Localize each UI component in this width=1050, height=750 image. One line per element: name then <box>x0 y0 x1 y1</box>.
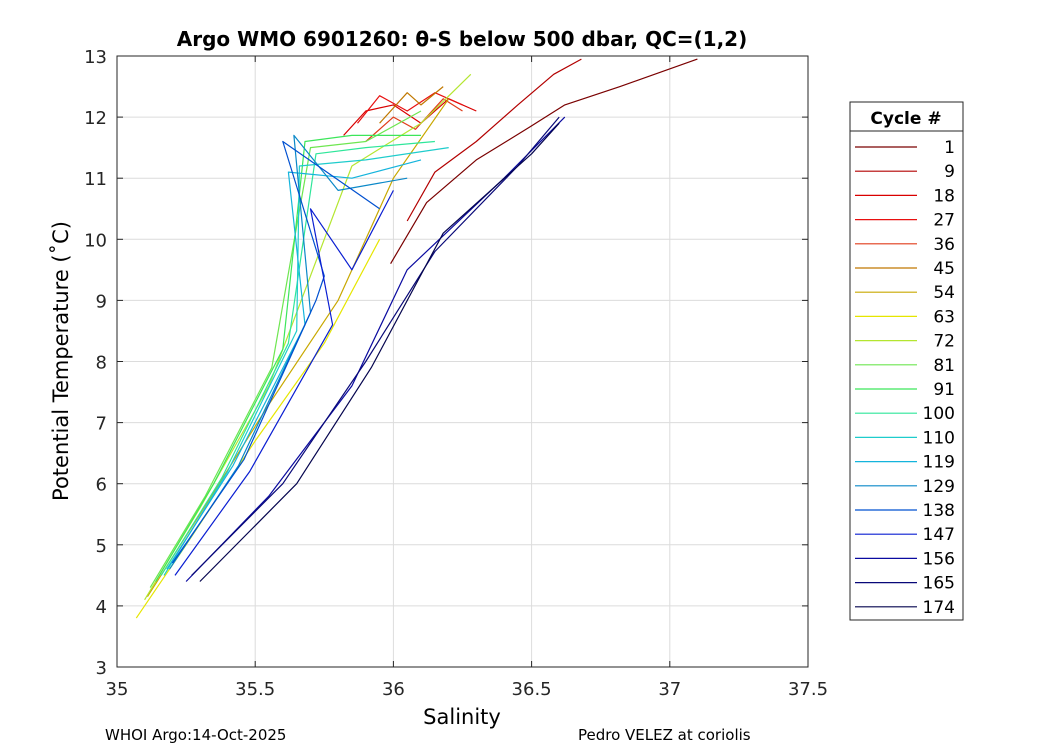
legend-label-9: 9 <box>944 162 955 182</box>
series-line-cycle-156 <box>185 116 566 582</box>
y-tick-label: 3 <box>96 658 107 679</box>
legend-title: Cycle # <box>870 109 941 129</box>
legend-label-91: 91 <box>933 380 955 400</box>
y-tick-label: 6 <box>96 475 107 496</box>
series-line-cycle-91 <box>155 134 421 582</box>
series-line-cycle-100 <box>160 140 435 576</box>
x-axis-label: Salinity <box>423 705 501 729</box>
series-line-cycle-45 <box>379 86 444 124</box>
y-tick-label: 12 <box>84 108 107 129</box>
x-tick-label: 36.5 <box>512 679 552 700</box>
legend-label-100: 100 <box>923 404 955 424</box>
x-tick-label: 36 <box>382 679 405 700</box>
series-line-cycle-81 <box>149 110 422 588</box>
series-line-cycle-138 <box>171 140 380 564</box>
legend-label-156: 156 <box>923 549 955 569</box>
series-line-cycle-27 <box>357 92 463 124</box>
legend-label-165: 165 <box>923 574 955 594</box>
legend-label-72: 72 <box>933 332 955 352</box>
legend-label-138: 138 <box>923 501 955 521</box>
series-line-cycle-9 <box>406 58 582 222</box>
y-tick-label: 4 <box>96 597 107 618</box>
grid-lines <box>116 55 809 668</box>
series-layer <box>135 58 698 619</box>
legend-label-18: 18 <box>933 186 955 206</box>
legend: Cycle # 1 9 18 27 36 45 54 63 72 81 91 100 110 119 129… <box>849 101 964 621</box>
legend-label-45: 45 <box>933 259 955 279</box>
series-line-cycle-174 <box>199 122 560 582</box>
legend-label-27: 27 <box>933 211 955 231</box>
y-tick-labels: 3 4 5 6 7 8 9 10 11 12 13 <box>84 47 107 679</box>
legend-label-174: 174 <box>923 598 955 618</box>
legend-label-119: 119 <box>923 453 955 473</box>
series-line-cycle-165 <box>191 116 560 576</box>
legend-label-81: 81 <box>933 356 955 376</box>
legend-label-147: 147 <box>923 525 955 545</box>
legend-label-110: 110 <box>923 428 955 448</box>
series-line-cycle-63 <box>135 239 381 619</box>
y-tick-label: 13 <box>84 47 107 68</box>
y-tick-label: 9 <box>96 291 107 312</box>
footer-left: WHOI Argo:14-Oct-2025 <box>105 726 287 744</box>
series-line-cycle-1 <box>390 58 698 265</box>
x-tick-label: 35.5 <box>235 679 275 700</box>
y-tick-label: 5 <box>96 536 107 557</box>
footer-right: Pedro VELEZ at coriolis <box>578 726 751 744</box>
legend-label-36: 36 <box>933 235 955 255</box>
legend-label-129: 129 <box>923 477 955 497</box>
legend-label-1: 1 <box>944 138 955 158</box>
legend-label-54: 54 <box>933 283 955 303</box>
legend-entries: 1 9 18 27 36 45 54 63 72 81 91 100 110 119 129 138 147 15… <box>855 138 955 618</box>
x-tick-label: 35 <box>106 679 129 700</box>
chart-title: Argo WMO 6901260: θ-S below 500 dbar, QC… <box>177 27 747 51</box>
series-line-cycle-119 <box>166 159 422 570</box>
y-tick-label: 8 <box>96 353 107 374</box>
series-line-cycle-36 <box>365 98 463 142</box>
series-line-cycle-147 <box>174 190 394 576</box>
y-axis-label: Potential Temperature (˚C) <box>49 221 73 501</box>
x-tick-labels: 35 35.5 36 36.5 37 37.5 <box>106 679 828 700</box>
series-line-cycle-110 <box>163 147 449 576</box>
y-tick-label: 11 <box>84 169 107 190</box>
legend-label-63: 63 <box>933 307 955 327</box>
x-tick-label: 37 <box>658 679 681 700</box>
x-tick-label: 37.5 <box>788 679 828 700</box>
tick-marks <box>116 55 809 668</box>
y-tick-label: 10 <box>84 230 107 251</box>
y-tick-label: 7 <box>96 414 107 435</box>
